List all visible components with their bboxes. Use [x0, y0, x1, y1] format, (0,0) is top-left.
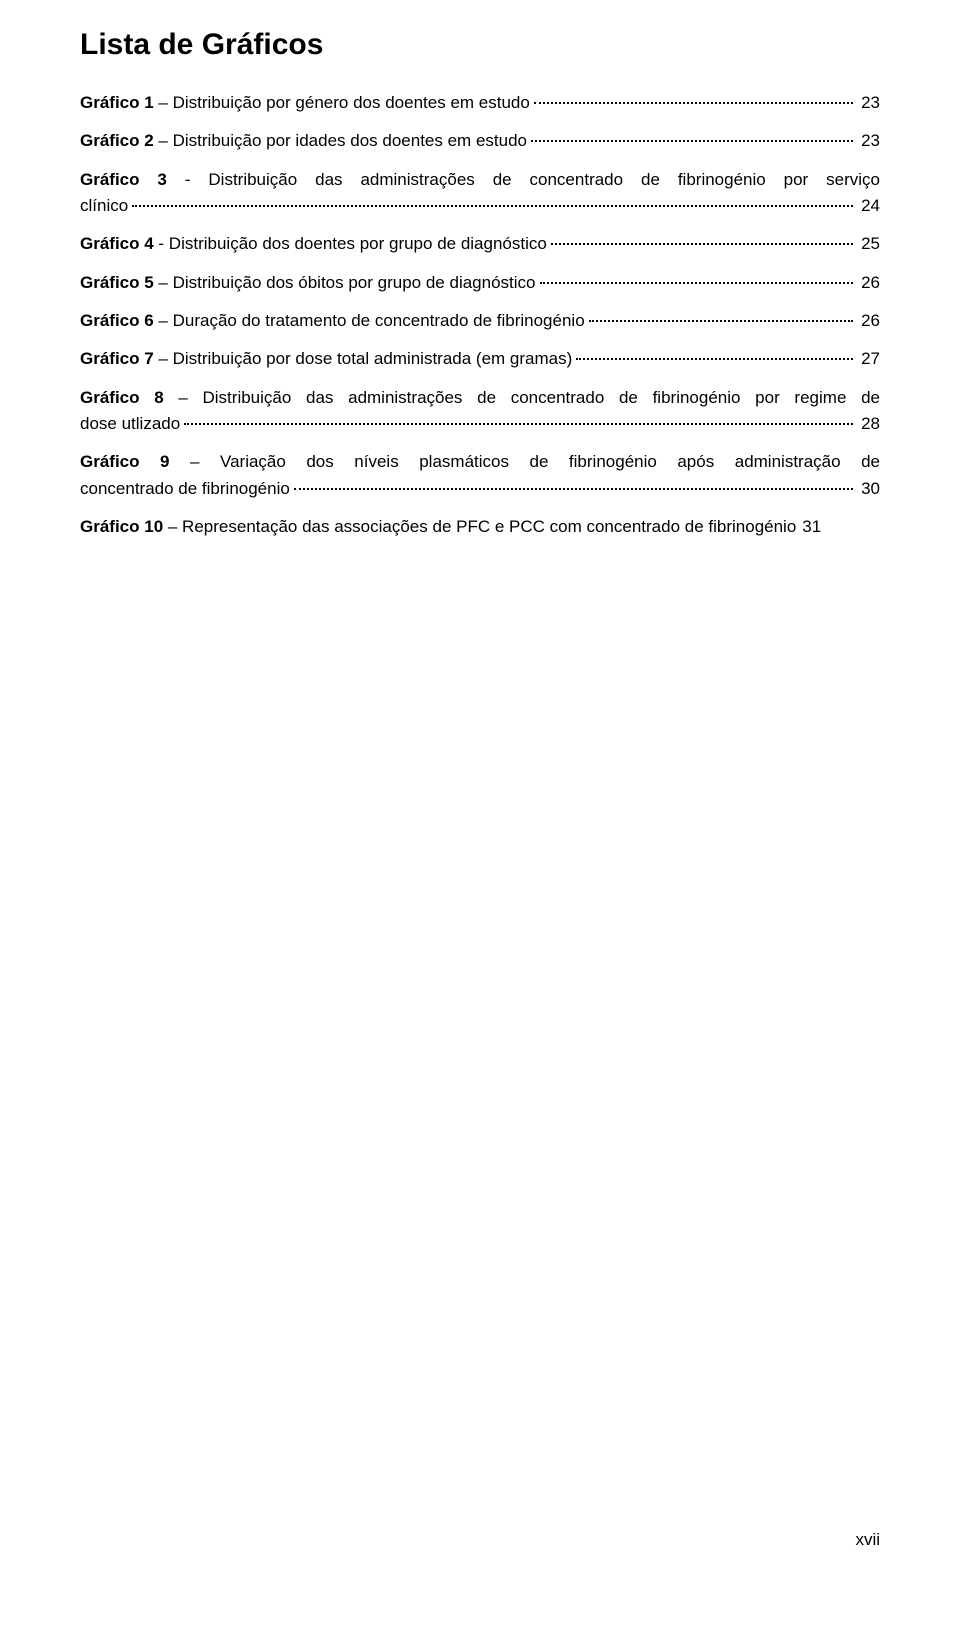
entry-bold: Gráfico 9 [80, 452, 170, 471]
dot-leader [531, 139, 853, 142]
entry-text-line1: – Variação dos níveis plasmáticos de fib… [170, 452, 881, 471]
list-item: Gráfico 2 – Distribuição por idades dos … [80, 128, 880, 154]
entry-page: 28 [857, 411, 880, 437]
dot-leader [576, 357, 853, 360]
entry-text-line2: concentrado de fibrinogénio [80, 476, 290, 502]
entry-text: – Duração do tratamento de concentrado d… [154, 308, 585, 334]
list-item: Gráfico 4 - Distribuição dos doentes por… [80, 231, 880, 257]
entry-page: 26 [857, 270, 880, 296]
entry-bold: Gráfico 1 [80, 90, 154, 116]
document-page: Lista de Gráficos Gráfico 1 – Distribuiç… [0, 0, 960, 1648]
entry-text: – Representação das associações de PFC e… [163, 514, 796, 540]
list-item: Gráfico 6 – Duração do tratamento de con… [80, 308, 880, 334]
dot-leader [184, 422, 853, 425]
dot-leader [540, 281, 854, 284]
dot-leader [551, 242, 853, 245]
list-item: Gráfico 10 – Representação das associaçõ… [80, 514, 880, 540]
dot-leader [534, 101, 853, 104]
entry-text: – Distribuição por idades dos doentes em… [154, 128, 527, 154]
entry-bold: Gráfico 3 [80, 170, 167, 189]
entry-bold: Gráfico 5 [80, 270, 154, 296]
entry-text-line2: dose utlizado [80, 411, 180, 437]
entry-text: – Distribuição por dose total administra… [154, 346, 573, 372]
list-item: Gráfico 9 – Variação dos níveis plasmáti… [80, 449, 880, 502]
entry-page: 30 [857, 476, 880, 502]
entry-text-line1: - Distribuição das administrações de con… [167, 170, 880, 189]
list-item: Gráfico 1 – Distribuição por género dos … [80, 90, 880, 116]
entry-bold: Gráfico 7 [80, 346, 154, 372]
dot-leader [132, 204, 853, 207]
entry-page: 23 [857, 90, 880, 116]
entry-page: 31 [798, 514, 821, 540]
entry-text: – Distribuição por género dos doentes em… [154, 90, 530, 116]
entry-page: 27 [857, 346, 880, 372]
list-of-figures: Gráfico 1 – Distribuição por género dos … [80, 90, 880, 540]
list-item: Gráfico 5 – Distribuição dos óbitos por … [80, 270, 880, 296]
entry-bold: Gráfico 10 [80, 514, 163, 540]
entry-page: 25 [857, 231, 880, 257]
entry-bold: Gráfico 2 [80, 128, 154, 154]
entry-text: – Distribuição dos óbitos por grupo de d… [154, 270, 536, 296]
entry-bold: Gráfico 6 [80, 308, 154, 334]
entry-text-line2: clínico [80, 193, 128, 219]
list-item: Gráfico 3 - Distribuição das administraç… [80, 167, 880, 220]
entry-page: 26 [857, 308, 880, 334]
page-title: Lista de Gráficos [80, 28, 880, 62]
list-item: Gráfico 8 – Distribuição das administraç… [80, 385, 880, 438]
entry-text: - Distribuição dos doentes por grupo de … [154, 231, 547, 257]
dot-leader [589, 319, 853, 322]
entry-bold: Gráfico 8 [80, 388, 164, 407]
page-number-footer: xvii [855, 1530, 880, 1550]
entry-page: 24 [857, 193, 880, 219]
entry-bold: Gráfico 4 [80, 231, 154, 257]
dot-leader [294, 487, 853, 490]
list-item: Gráfico 7 – Distribuição por dose total … [80, 346, 880, 372]
entry-text-line1: – Distribuição das administrações de con… [164, 388, 880, 407]
entry-page: 23 [857, 128, 880, 154]
